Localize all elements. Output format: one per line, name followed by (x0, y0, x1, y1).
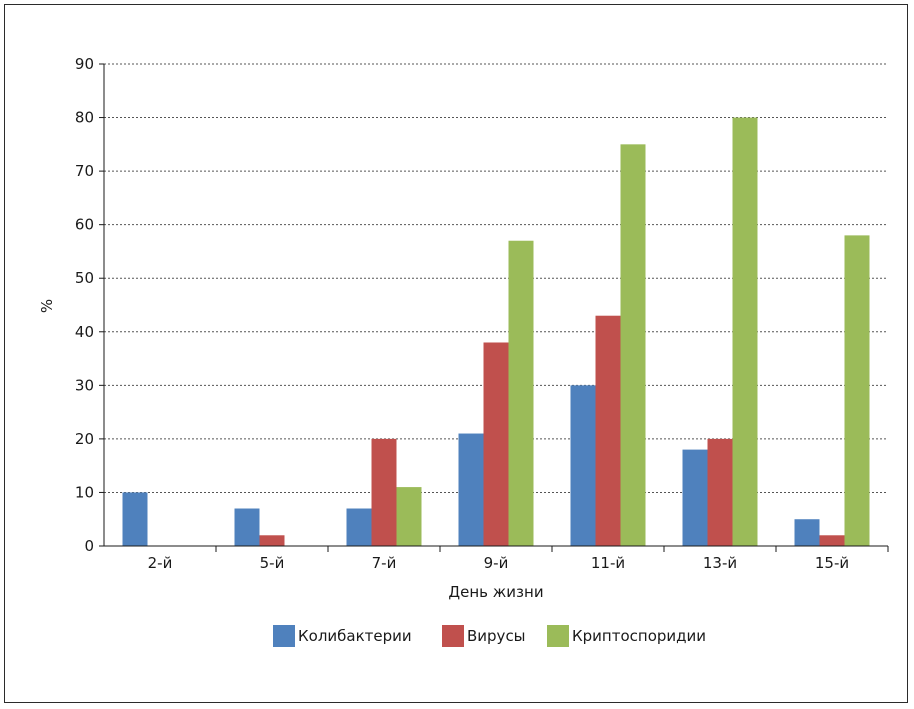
bar-Вирусы-11-й (595, 315, 621, 546)
x-tick-label: 7-й (372, 554, 397, 572)
chart-frame (4, 4, 908, 703)
bar-Вирусы-5-й (259, 535, 285, 546)
legend-swatch (547, 625, 569, 647)
y-tick-label: 80 (75, 109, 94, 127)
y-axis-title: % (38, 299, 56, 313)
y-tick-label: 90 (75, 55, 94, 73)
bar-Колибактерии-2-й (122, 492, 148, 546)
y-tick-label: 0 (84, 537, 94, 555)
x-tick-label: 13-й (703, 554, 737, 572)
bar-Колибактерии-15-й (794, 519, 820, 546)
x-tick-label: 5-й (260, 554, 285, 572)
bar-Криптоспоридии-9-й (508, 240, 534, 546)
bar-Колибактерии-5-й (234, 508, 260, 546)
x-axis-title: День жизни (448, 583, 543, 601)
bar-Криптоспоридии-15-й (844, 235, 870, 546)
axes (99, 63, 889, 552)
bar-Криптоспоридии-7-й (396, 487, 422, 546)
bar-Колибактерии-7-й (346, 508, 372, 546)
x-tick-label: 2-й (148, 554, 173, 572)
bar-Колибактерии-13-й (682, 449, 708, 546)
legend-label: Криптоспоридии (572, 627, 706, 645)
bar-Криптоспоридии-11-й (620, 144, 646, 547)
x-tick-label: 9-й (484, 554, 509, 572)
x-tick-label: 11-й (591, 554, 625, 572)
x-tick-labels: 2-й 5-й 7-й 9-й 11-й 13-й 15-й (148, 554, 849, 572)
legend-swatch (273, 625, 295, 647)
y-tick-label: 70 (75, 162, 94, 180)
bar-Вирусы-7-й (371, 438, 397, 546)
legend-swatch (442, 625, 464, 647)
bar-Колибактерии-11-й (570, 385, 596, 546)
x-tick-label: 15-й (815, 554, 849, 572)
bar-Вирусы-15-й (819, 535, 845, 546)
legend: Колибактерии Вирусы Криптоспоридии (273, 625, 706, 647)
bar-Вирусы-9-й (483, 342, 509, 546)
y-tick-label: 40 (75, 323, 94, 341)
y-tick-label: 50 (75, 269, 94, 287)
bar-Вирусы-13-й (707, 438, 733, 546)
y-tick-labels: 0 10 20 30 40 50 60 70 80 90 (75, 55, 94, 555)
bar-Колибактерии-9-й (458, 433, 484, 546)
y-tick-label: 20 (75, 430, 94, 448)
y-tick-label: 60 (75, 216, 94, 234)
legend-label: Колибактерии (298, 627, 412, 645)
legend-label: Вирусы (467, 627, 526, 645)
bars (122, 117, 870, 547)
y-tick-label: 10 (75, 483, 94, 501)
bar-Криптоспоридии-13-й (732, 117, 758, 547)
y-tick-label: 30 (75, 376, 94, 394)
